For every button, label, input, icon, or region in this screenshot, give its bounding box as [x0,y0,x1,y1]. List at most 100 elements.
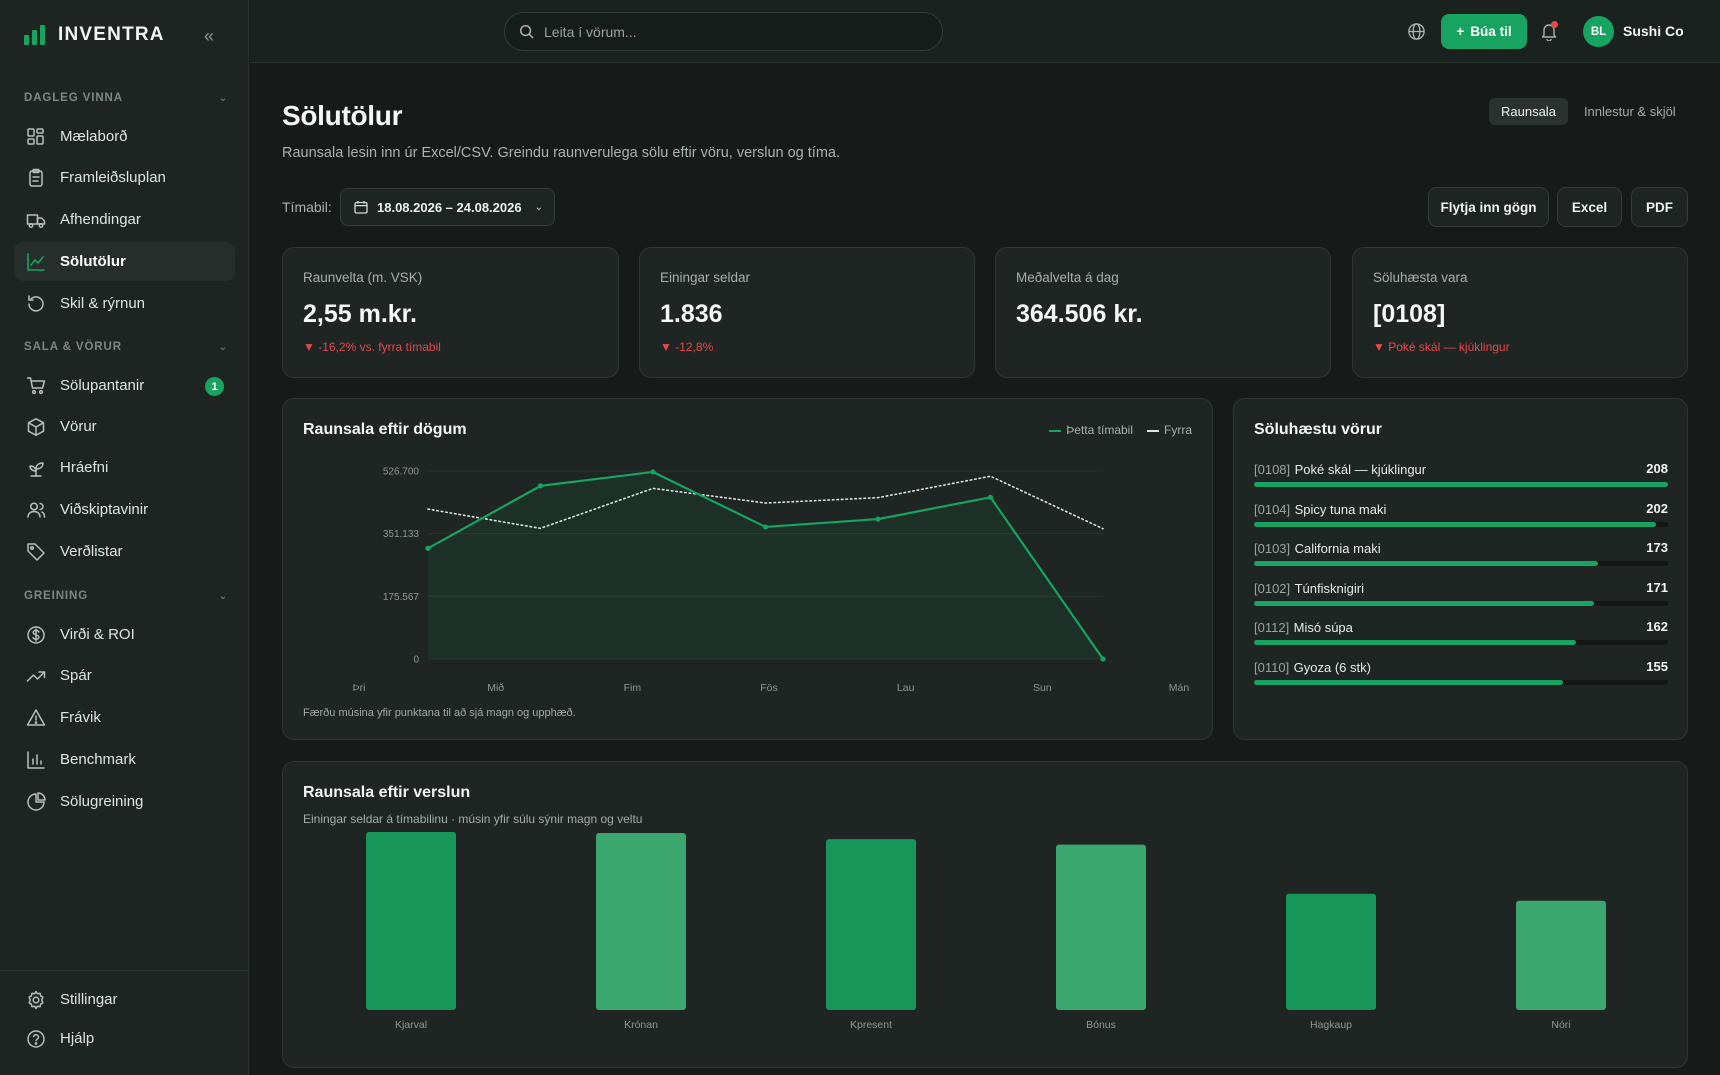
brand-logo-icon [24,25,45,45]
card-title: Raunsala eftir verslun [303,784,471,801]
x-tick-label: Mið [487,682,504,694]
legend-previous[interactable]: Fyrra [1147,423,1192,437]
x-tick-label: Lau [897,682,915,694]
product-qty: 208 [1646,461,1668,476]
chart-legend: Þetta tímabil Fyrra [1049,423,1192,437]
sidebar-section-header[interactable]: SALA & VÖRUR ⌄ [24,341,228,353]
sidebar-footer-item[interactable]: Stillingar [14,980,235,1019]
pdf-export-button[interactable]: PDF [1631,187,1688,227]
store-label: Nóri [1551,1019,1570,1031]
product-code: [0112] [1254,620,1290,635]
sidebar-item[interactable]: Sölutölur [14,242,235,281]
kpi-value: 364.506 kr. [1016,300,1143,328]
sidebar-item[interactable]: Sölugreining [14,782,235,821]
store-bar[interactable] [1056,844,1146,1010]
store-sales-bar-chart: Kjarval Krónan Kpresent Bónus Hagkaup Nóri [366,832,1606,1031]
language-button[interactable] [1407,22,1426,41]
sidebar-item[interactable]: Frávik [14,698,235,737]
avatar[interactable]: BL [1583,16,1614,47]
import-data-button[interactable]: Flytja inn gögn [1428,187,1549,227]
create-button[interactable]: + Búa til [1441,14,1527,49]
brand[interactable]: INVENTRA [24,24,165,46]
sidebar-item-label: Frávik [60,709,101,726]
sidebar-item[interactable]: Viðskiptavinir [14,490,235,529]
kpi-label: Söluhæsta vara [1373,270,1468,285]
sidebar-item-label: Afhendingar [60,211,141,228]
trend-icon [26,666,46,686]
bar-chart-icon [26,750,46,770]
x-tick-label: Sun [1033,682,1052,694]
data-point[interactable] [875,516,881,522]
top-product-row[interactable]: [0103] California maki 173 [1254,540,1668,574]
sidebar-item[interactable]: Vörur [14,407,235,446]
tab-innlestur[interactable]: Innlestur & skjöl [1583,104,1676,119]
kpi-value: 2,55 m.kr. [303,300,417,328]
sidebar-footer-item[interactable]: Hjálp [14,1019,235,1058]
user-name[interactable]: Sushi Co [1623,23,1684,39]
legend-current[interactable]: Þetta tímabil [1049,423,1133,437]
tab-raunsala[interactable]: Raunsala [1489,98,1568,125]
search-icon [519,24,534,39]
search-bar[interactable] [504,12,943,51]
sidebar-item-label: Mælaborð [60,128,128,145]
sidebar-item[interactable]: Spár [14,656,235,695]
search-input[interactable] [544,23,924,40]
store-label: Hagkaup [1310,1019,1352,1031]
product-bar-track [1254,482,1668,487]
kpi-label: Einingar seldar [660,270,751,285]
collapse-sidebar-icon[interactable]: « [204,26,215,46]
sidebar-section-header[interactable]: DAGLEG VINNA ⌄ [24,92,228,104]
top-product-row[interactable]: [0112] Misó súpa 162 [1254,619,1668,653]
notifications-button[interactable] [1540,21,1558,41]
sidebar-item[interactable]: Verðlistar [14,532,235,571]
sidebar-section-label: GREINING [24,590,89,602]
sidebar-item[interactable]: Benchmark [14,740,235,779]
sidebar-section-header[interactable]: GREINING ⌄ [24,590,228,602]
product-qty: 202 [1646,500,1668,516]
top-product-row[interactable]: [0110] Gyoza (6 stk) 155 [1254,659,1668,693]
store-label: Kpresent [850,1019,892,1031]
sidebar-item-label: Spár [60,667,92,684]
chevron-down-icon: ⌄ [218,590,228,602]
plus-icon: + [1456,24,1465,39]
brand-name: INVENTRA [58,24,165,45]
sidebar-item[interactable]: Sölupantanir 1 [14,366,235,405]
y-tick-label: 0 [413,655,419,666]
sidebar-item[interactable]: Framleiðsluplan [14,158,235,197]
top-product-row[interactable]: [0104] Spicy tuna maki 202 [1254,501,1668,535]
sidebar-item[interactable]: Hráefni [14,448,235,487]
product-qty: 155 [1646,658,1668,674]
card-title: Raunsala eftir dögum [303,421,467,438]
sidebar-item-label: Framleiðsluplan [60,169,166,186]
page-subtitle: Raunsala lesin inn úr Excel/CSV. Greindu… [282,145,841,161]
data-point[interactable] [1100,656,1106,662]
sidebar-item[interactable]: Skil & rýrnun [14,284,235,323]
sidebar-item[interactable]: Virði & ROI [14,615,235,654]
top-product-row[interactable]: [0102] Túnfisknigiri 171 [1254,580,1668,614]
data-point[interactable] [762,524,769,530]
store-bar[interactable] [596,833,686,1010]
data-point[interactable] [650,469,656,475]
product-code: [0108] [1254,462,1291,477]
store-bar[interactable] [1286,893,1376,1010]
notification-dot [1551,21,1558,28]
sidebar-item[interactable]: Mælaborð [14,117,235,156]
cart-icon [26,376,46,396]
sprout-icon [26,458,46,478]
store-bar[interactable] [826,839,916,1010]
period-picker[interactable]: 18.08.2026 – 24.08.2026 ⌄ [340,188,555,226]
store-bar[interactable] [1516,900,1606,1010]
data-point[interactable] [425,545,431,551]
store-bar[interactable] [366,832,456,1010]
product-bar-fill [1254,679,1563,685]
excel-export-button[interactable]: Excel [1557,187,1622,227]
top-product-row[interactable]: [0108] Poké skál — kjúklingur 208 [1254,461,1668,495]
card-title: Söluhæstu vörur [1254,421,1383,438]
product-name: Poké skál — kjúklingur [1294,462,1427,477]
chevron-down-icon: ⌄ [218,92,228,104]
product-bar-track [1254,640,1668,645]
data-point[interactable] [987,494,994,500]
sidebar-item[interactable]: Afhendingar [14,200,235,239]
chevron-down-icon: ⌄ [534,201,543,213]
data-point[interactable] [537,483,544,489]
